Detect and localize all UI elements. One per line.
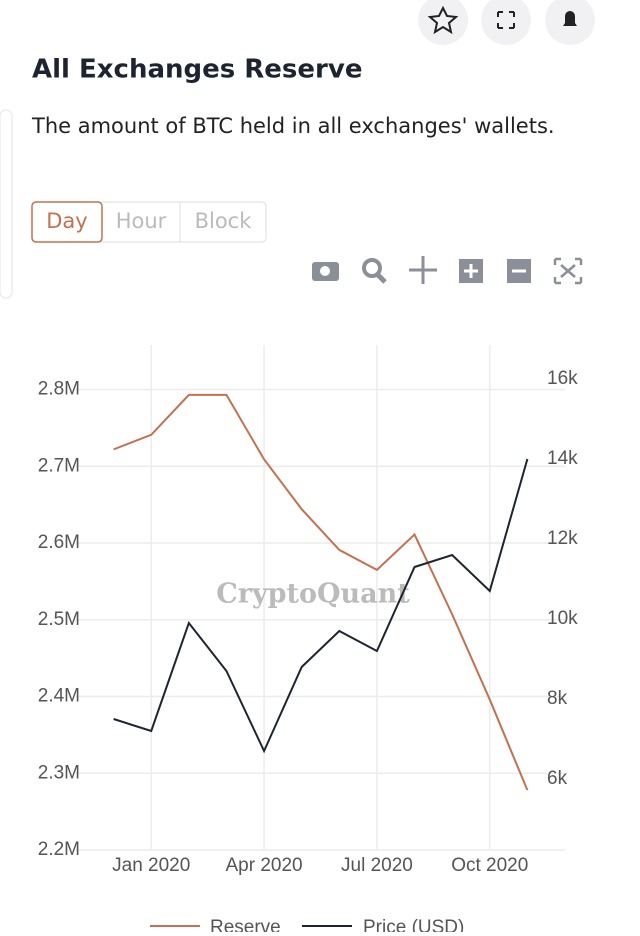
x-tick-label: Jul 2020 [341,855,413,876]
watermark: CryptoQuant [216,579,410,610]
series-line [113,393,529,791]
bell-icon [563,11,577,26]
y2-tick-label: 8k [547,688,568,709]
x-tick-label: Oct 2020 [451,855,528,876]
star-icon [427,5,459,35]
fullscreen-icon [497,11,515,29]
fullscreen-button[interactable] [481,0,531,45]
series-line [113,458,529,754]
y-tick-label: 2.5M [38,609,80,630]
y-tick-label: 2.6M [38,532,80,553]
legend-label: Reserve [210,917,281,932]
y2-tick-label: 16k [547,368,578,389]
pan-icon[interactable] [409,256,437,284]
y-tick-label: 2.2M [38,839,80,860]
x-tick-label: Apr 2020 [226,855,303,876]
y2-tick-label: 6k [547,768,568,789]
zoom-icon[interactable] [362,258,382,278]
legend-label: Price (USD) [363,917,464,932]
y2-tick-label: 10k [547,608,578,629]
x-tick-label: Jan 2020 [112,855,190,876]
tab[interactable]: Hour [116,209,167,233]
star-button[interactable] [418,0,468,45]
y-tick-label: 2.8M [38,379,80,400]
reset-icon[interactable] [553,257,583,285]
y-tick-label: 2.4M [38,686,80,707]
tab[interactable]: Day [46,209,87,233]
side-card [0,109,13,299]
subtitle: The amount of BTC held in all exchanges'… [31,114,555,138]
y2-tick-label: 12k [547,528,578,549]
y2-tick-label: 14k [547,448,578,469]
y-tick-label: 2.3M [38,762,80,783]
tab-active[interactable] [31,201,103,243]
y-tick-label: 2.7M [38,455,80,476]
title: All Exchanges Reserve [32,55,362,85]
toolbar [312,256,583,285]
tab[interactable]: Block [195,209,253,233]
